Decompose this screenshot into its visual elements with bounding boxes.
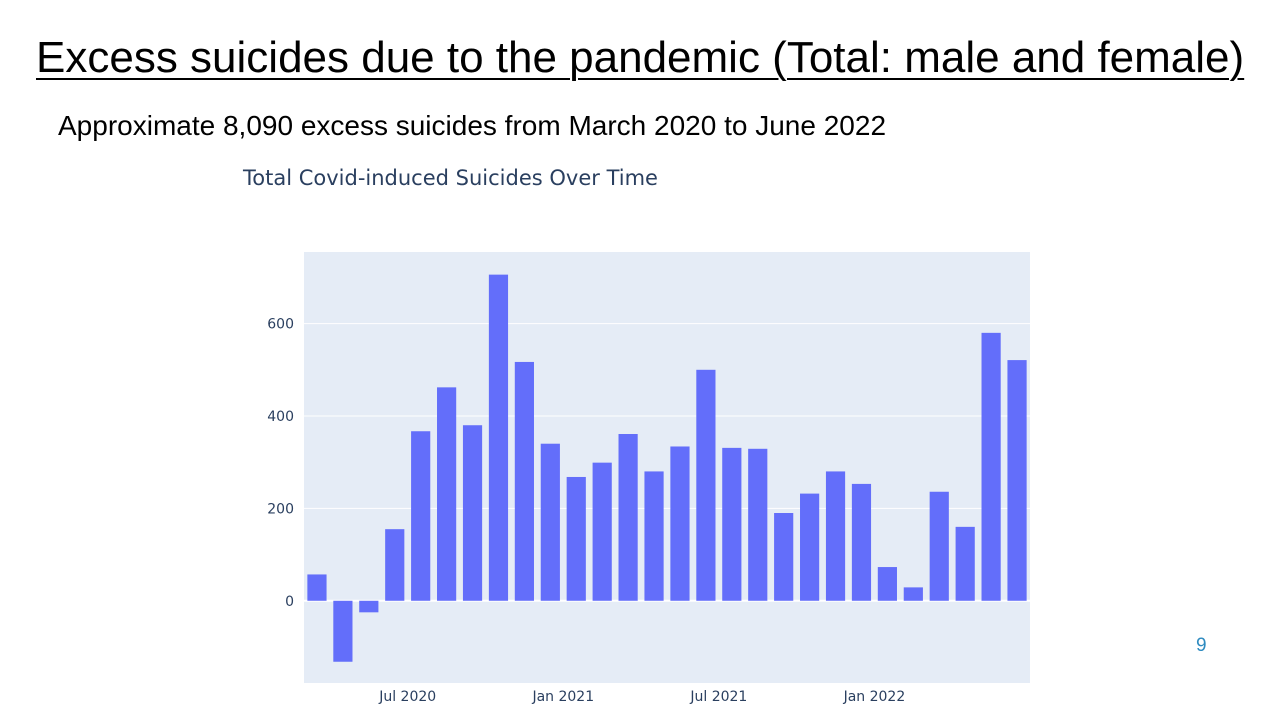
bar-2021-08 (748, 448, 768, 601)
x-tick-label: Jul 2020 (378, 689, 436, 705)
bar-2020-04 (333, 600, 353, 662)
x-tick-label: Jan 2022 (843, 689, 906, 705)
slide-subtitle: Approximate 8,090 excess suicides from M… (58, 110, 887, 141)
y-axis: 0 200 400 600 (267, 317, 294, 610)
bar-2021-02 (592, 462, 612, 601)
bar-2020-03 (307, 574, 327, 601)
x-axis: Jul 2020 Jan 2021 Jul 2021 Jan 2022 (378, 689, 905, 705)
y-tick-label: 600 (267, 317, 294, 333)
x-tick-label: Jul 2021 (689, 689, 747, 705)
bar-2020-12 (540, 443, 560, 601)
page-number: 9 (1196, 635, 1207, 656)
bar-2021-05 (670, 446, 690, 601)
bar-2020-08 (437, 387, 457, 601)
bar-2022-04 (955, 526, 975, 601)
bar-2021-04 (644, 471, 664, 601)
bar-2020-06 (385, 529, 405, 601)
bar-2021-03 (618, 434, 638, 601)
chart-title: Total Covid-induced Suicides Over Time (243, 166, 658, 190)
bar-2022-03 (929, 491, 949, 601)
bar-2021-01 (566, 476, 586, 601)
slide-title: Excess suicides due to the pandemic (Tot… (36, 33, 1245, 82)
bar-2020-09 (462, 425, 483, 601)
x-tick-label: Jan 2021 (531, 689, 594, 705)
bar-2020-11 (514, 361, 534, 601)
bars (307, 274, 1027, 662)
y-tick-label: 200 (267, 501, 294, 517)
bar-2020-10 (488, 274, 509, 601)
bar-2022-06 (1007, 360, 1027, 601)
bar-2022-01 (877, 567, 897, 601)
bar-2021-07 (722, 447, 742, 601)
bar-2022-05 (981, 332, 1001, 601)
y-tick-label: 400 (267, 409, 294, 425)
y-tick-label: 0 (285, 594, 294, 610)
bar-2021-09 (774, 513, 794, 601)
bar-2020-05 (359, 600, 379, 613)
bar-2021-11 (825, 471, 846, 601)
bar-2021-12 (851, 483, 872, 601)
bar-2022-02 (903, 587, 923, 601)
bar-2021-06 (696, 369, 716, 601)
bar-2020-07 (411, 431, 431, 601)
bar-2021-10 (800, 493, 820, 601)
